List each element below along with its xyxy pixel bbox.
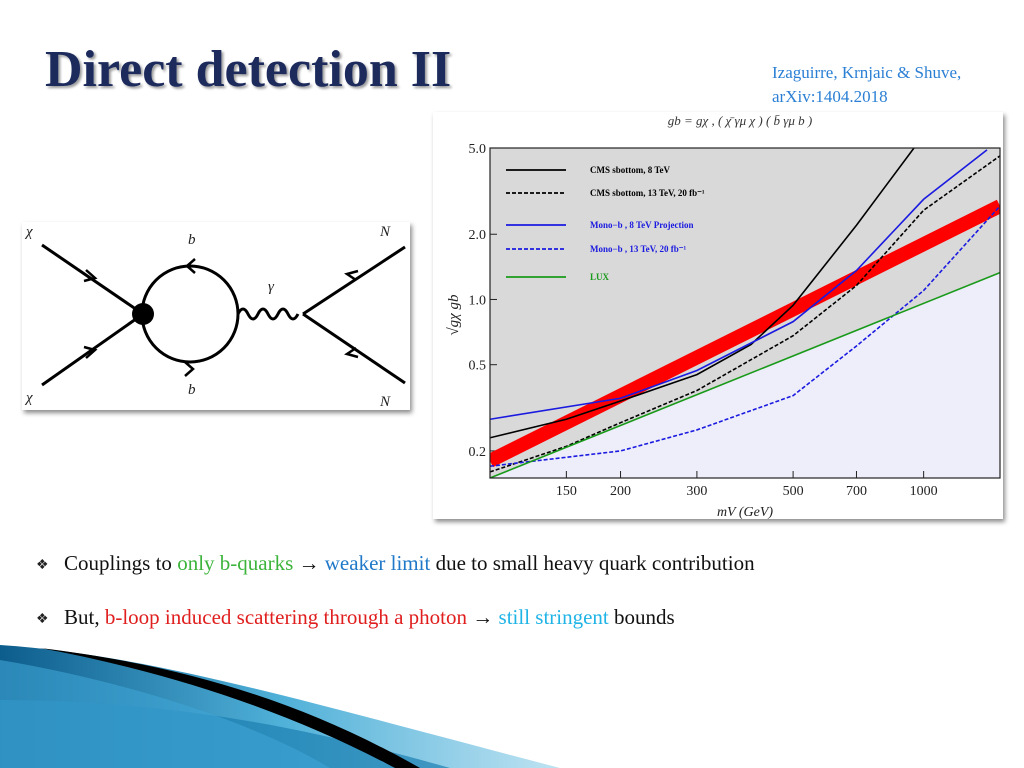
particle-label: N bbox=[379, 224, 391, 240]
text-run: → bbox=[467, 605, 499, 629]
particle-label: γ bbox=[268, 279, 275, 295]
particle-label: N bbox=[379, 394, 391, 410]
curve bbox=[490, 148, 915, 439]
bullet-icon: ❖ bbox=[36, 558, 49, 573]
y-axis-label: √gχ gb bbox=[446, 294, 462, 336]
curve bbox=[490, 149, 988, 421]
x-tick-label: 300 bbox=[686, 484, 707, 499]
feynman-diagram bbox=[22, 222, 410, 410]
citation: arXiv:1404.2018 bbox=[772, 87, 888, 106]
diagram-frame bbox=[22, 222, 410, 410]
text-run: still stringent bbox=[499, 605, 609, 629]
text-run: bounds bbox=[609, 605, 675, 629]
text-run: → bbox=[293, 551, 325, 575]
y-tick-label: 1.0 bbox=[469, 293, 487, 308]
curve bbox=[490, 271, 1000, 478]
legend-label: Mono−b , 13 TeV, 20 fb⁻¹ bbox=[590, 244, 686, 254]
legend-label: Mono−b , 8 TeV Projection bbox=[590, 220, 694, 230]
x-tick-label: 700 bbox=[846, 484, 867, 499]
text-run: b-loop induced scattering through a phot… bbox=[105, 605, 468, 629]
bullet-icon: ❖ bbox=[36, 612, 49, 627]
y-tick-label: 5.0 bbox=[469, 142, 487, 157]
x-tick-label: 1000 bbox=[910, 484, 938, 499]
x-tick-label: 200 bbox=[610, 484, 631, 499]
bullet-text: Couplings to only b-quarks → weaker limi… bbox=[64, 551, 755, 575]
curve bbox=[490, 205, 1000, 468]
text-run: Couplings to bbox=[64, 551, 177, 575]
x-tick-label: 500 bbox=[783, 484, 804, 499]
decoration bbox=[0, 645, 560, 768]
particle-label: b bbox=[188, 382, 196, 398]
particle-label: b bbox=[188, 232, 196, 248]
particle-label: χ bbox=[24, 224, 33, 240]
legend-label: CMS sbottom, 8 TeV bbox=[590, 165, 671, 175]
particle-label: χ bbox=[24, 390, 33, 406]
citation: Izaguirre, Krnjaic & Shuve, bbox=[772, 63, 961, 82]
text-run: But, bbox=[64, 605, 105, 629]
y-tick-label: 0.2 bbox=[469, 445, 487, 460]
text-run: only b-quarks bbox=[177, 551, 293, 575]
x-axis-label: mV (GeV) bbox=[717, 505, 773, 520]
text-run: weaker limit bbox=[325, 551, 431, 575]
legend-label: CMS sbottom, 13 TeV, 20 fb⁻¹ bbox=[590, 188, 705, 198]
plot-title: gb = gχ , ( χ̄ γμ χ ) ( b̄ γμ b ) bbox=[668, 113, 813, 128]
x-tick-label: 150 bbox=[556, 484, 577, 499]
y-tick-label: 2.0 bbox=[469, 228, 487, 243]
y-tick-label: 0.5 bbox=[469, 359, 487, 374]
plot: gb = gχ , ( χ̄ γμ χ ) ( b̄ γμ b ) 5.0 2.0 1… bbox=[446, 113, 1001, 520]
bullet-text: But, b-loop induced scattering through a… bbox=[64, 605, 675, 629]
plot-border bbox=[489, 147, 1001, 479]
band bbox=[490, 199, 1000, 468]
curve bbox=[490, 155, 1000, 473]
text-run: due to small heavy quark contribution bbox=[430, 551, 755, 575]
legend-label: LUX bbox=[590, 272, 610, 282]
slide-title: Direct detection II bbox=[45, 41, 451, 98]
